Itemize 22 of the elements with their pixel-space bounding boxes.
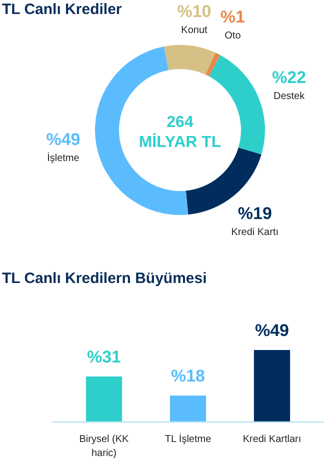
x-tick-label: Birysel (KK haric) bbox=[79, 434, 130, 459]
data-label: %18 bbox=[170, 366, 206, 386]
chart-title: TL Canlı Kredilern Büyümesi bbox=[2, 270, 207, 287]
data-label: %22 bbox=[272, 68, 306, 87]
donut-slice bbox=[164, 45, 216, 75]
data-label: %49 bbox=[46, 130, 80, 149]
slice-label: Destek bbox=[273, 90, 306, 102]
data-label: %10 bbox=[177, 2, 212, 21]
data-label: %31 bbox=[86, 347, 122, 366]
x-tick-label: Kredi Kartları bbox=[242, 434, 302, 445]
text: 264 bbox=[166, 114, 194, 131]
text: MİLYAR TL bbox=[138, 133, 222, 151]
data-label: %19 bbox=[238, 204, 272, 224]
data-label: %49 bbox=[254, 321, 290, 340]
slice-label: Oto bbox=[224, 30, 242, 42]
data-label: %1 bbox=[220, 7, 246, 26]
slice-label: İşletme bbox=[47, 152, 80, 164]
chart-title: TL Canlı Krediler bbox=[2, 1, 122, 18]
slice-label: Kredi Kartı bbox=[231, 227, 279, 238]
x-tick-label: TL İşletme bbox=[164, 433, 212, 445]
slice-label: Konut bbox=[181, 25, 208, 36]
donut-slice bbox=[206, 52, 220, 76]
